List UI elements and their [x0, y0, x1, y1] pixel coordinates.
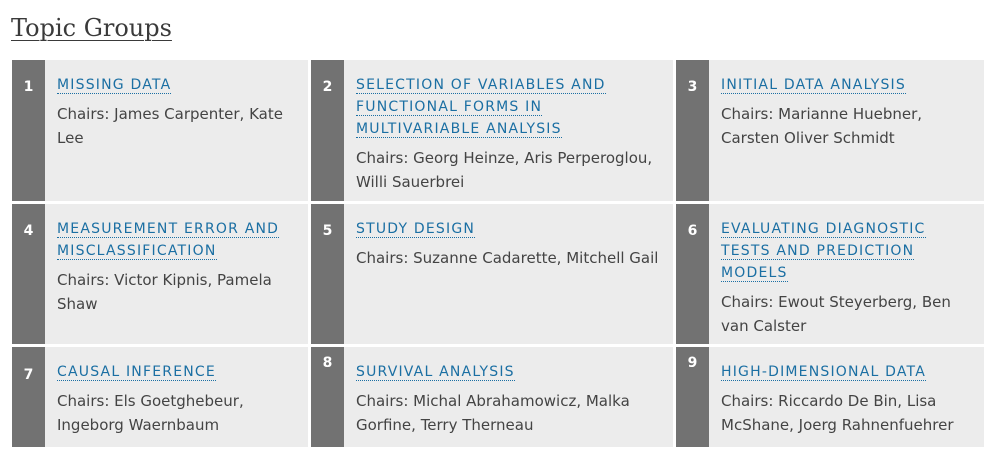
topic-number: 1 — [12, 60, 45, 201]
topic-link-missing-data[interactable]: MISSING DATA — [57, 77, 172, 94]
topic-card-5: 5 STUDY DESIGN Chairs: Suzanne Cadarette… — [311, 204, 673, 344]
topic-number: 2 — [311, 60, 344, 201]
topic-link-initial-data-analysis[interactable]: INITIAL DATA ANALYSIS — [721, 77, 906, 94]
topic-number: 9 — [676, 347, 709, 447]
topic-number: 3 — [676, 60, 709, 201]
topic-card-1: 1 MISSING DATA Chairs: James Carpenter, … — [12, 60, 308, 201]
topic-chairs: Chairs: Riccardo De Bin, Lisa McShane, J… — [721, 392, 954, 434]
topic-number: 4 — [12, 204, 45, 344]
topic-number: 5 — [311, 204, 344, 344]
topic-link-high-dimensional-data[interactable]: HIGH-DIMENSIONAL DATA — [721, 364, 926, 381]
topic-number: 6 — [676, 204, 709, 344]
topic-chairs: Chairs: Ewout Steyerberg, Ben van Calste… — [721, 293, 951, 335]
topic-chairs: Chairs: Victor Kipnis, Pamela Shaw — [57, 271, 272, 313]
topic-card-3: 3 INITIAL DATA ANALYSIS Chairs: Marianne… — [676, 60, 984, 201]
topic-card-2: 2 SELECTION OF VARIABLES AND FUNCTIONAL … — [311, 60, 673, 201]
topic-link-selection-of-variables[interactable]: SELECTION OF VARIABLES AND FUNCTIONAL FO… — [356, 77, 606, 138]
topic-link-evaluating-diagnostic-tests[interactable]: EVALUATING DIAGNOSTIC TESTS AND PREDICTI… — [721, 221, 926, 282]
topic-card-8: 8 SURVIVAL ANALYSIS Chairs: Michal Abrah… — [311, 347, 673, 447]
topic-link-causal-inference[interactable]: CAUSAL INFERENCE — [57, 364, 216, 381]
topic-chairs: Chairs: Georg Heinze, Aris Perperoglou, … — [356, 149, 653, 191]
topic-link-measurement-error[interactable]: MEASUREMENT ERROR AND MISCLASSIFICATION — [57, 221, 280, 260]
topic-chairs: Chairs: James Carpenter, Kate Lee — [57, 105, 283, 147]
topic-chairs: Chairs: Els Goetghebeur, Ingeborg Waernb… — [57, 392, 244, 434]
topic-card-6: 6 EVALUATING DIAGNOSTIC TESTS AND PREDIC… — [676, 204, 984, 344]
topic-chairs: Chairs: Michal Abrahamowicz, Malka Gorfi… — [356, 392, 630, 434]
topic-link-study-design[interactable]: STUDY DESIGN — [356, 221, 476, 238]
topic-card-7: 7 CAUSAL INFERENCE Chairs: Els Goetghebe… — [12, 347, 308, 447]
topic-link-survival-analysis[interactable]: SURVIVAL ANALYSIS — [356, 364, 515, 381]
topic-card-4: 4 MEASUREMENT ERROR AND MISCLASSIFICATIO… — [12, 204, 308, 344]
topic-chairs: Chairs: Marianne Huebner, Carsten Oliver… — [721, 105, 923, 147]
topic-number: 7 — [12, 347, 45, 447]
topic-number: 8 — [311, 347, 344, 447]
topic-card-9: 9 HIGH-DIMENSIONAL DATA Chairs: Riccardo… — [676, 347, 984, 447]
page-title: Topic Groups — [11, 14, 172, 42]
topic-chairs: Chairs: Suzanne Cadarette, Mitchell Gail — [356, 249, 659, 267]
topic-groups-grid: 1 MISSING DATA Chairs: James Carpenter, … — [12, 60, 984, 447]
